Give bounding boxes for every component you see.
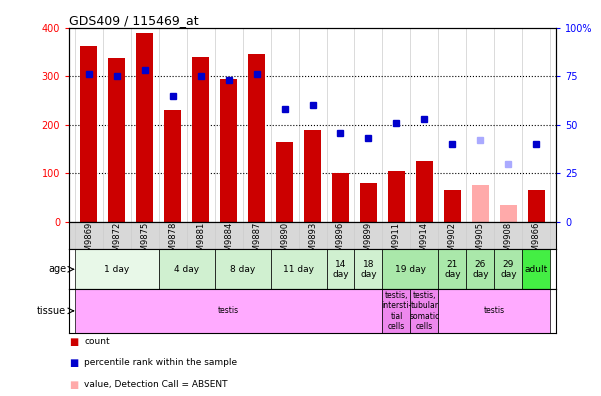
Text: value, Detection Call = ABSENT: value, Detection Call = ABSENT (84, 380, 228, 389)
FancyBboxPatch shape (522, 249, 551, 289)
Text: 8 day: 8 day (230, 265, 255, 274)
Text: age: age (48, 264, 66, 274)
Bar (360, 183, 377, 222)
Bar (192, 57, 209, 222)
Text: GSM9881: GSM9881 (196, 222, 205, 262)
Bar (220, 79, 237, 222)
Bar (332, 173, 349, 222)
Text: 19 day: 19 day (395, 265, 426, 274)
Text: testis,
tubular
somatic
cells: testis, tubular somatic cells (409, 291, 439, 331)
Text: testis,
intersti-
tial
cells: testis, intersti- tial cells (381, 291, 412, 331)
FancyBboxPatch shape (438, 249, 466, 289)
Text: GSM9869: GSM9869 (84, 222, 93, 262)
Text: GSM9875: GSM9875 (140, 222, 149, 262)
Text: 26
day: 26 day (472, 260, 489, 279)
FancyBboxPatch shape (466, 249, 495, 289)
Bar (164, 110, 181, 222)
Text: ■: ■ (69, 337, 78, 346)
Text: GSM9890: GSM9890 (280, 222, 289, 262)
FancyBboxPatch shape (75, 249, 159, 289)
Text: GSM9866: GSM9866 (532, 222, 541, 262)
Text: GSM9899: GSM9899 (364, 222, 373, 262)
Text: 29
day: 29 day (500, 260, 517, 279)
Bar (500, 205, 517, 222)
Bar (528, 190, 545, 222)
FancyBboxPatch shape (75, 289, 382, 333)
Text: GDS409 / 115469_at: GDS409 / 115469_at (69, 13, 199, 27)
Bar (304, 129, 321, 222)
Bar (472, 185, 489, 222)
FancyBboxPatch shape (438, 289, 551, 333)
Bar (276, 142, 293, 222)
FancyBboxPatch shape (410, 289, 438, 333)
Text: GSM9905: GSM9905 (476, 222, 485, 262)
Text: ■: ■ (69, 380, 78, 390)
Text: 4 day: 4 day (174, 265, 199, 274)
FancyBboxPatch shape (270, 249, 326, 289)
FancyBboxPatch shape (326, 249, 355, 289)
Text: GSM9878: GSM9878 (168, 222, 177, 262)
Text: 18
day: 18 day (360, 260, 377, 279)
Text: testis: testis (484, 307, 505, 315)
FancyBboxPatch shape (355, 249, 382, 289)
Text: GSM9893: GSM9893 (308, 222, 317, 262)
Text: percentile rank within the sample: percentile rank within the sample (84, 358, 237, 367)
Text: GSM9884: GSM9884 (224, 222, 233, 262)
Text: 1 day: 1 day (104, 265, 129, 274)
Text: tissue: tissue (37, 306, 66, 316)
Text: count: count (84, 337, 110, 346)
Bar (248, 54, 265, 222)
Text: GSM9872: GSM9872 (112, 222, 121, 262)
Text: GSM9887: GSM9887 (252, 222, 261, 262)
Text: testis: testis (218, 307, 239, 315)
Text: GSM9908: GSM9908 (504, 222, 513, 262)
FancyBboxPatch shape (495, 249, 522, 289)
FancyBboxPatch shape (159, 249, 215, 289)
Bar (416, 161, 433, 222)
Text: GSM9911: GSM9911 (392, 222, 401, 262)
FancyBboxPatch shape (382, 289, 410, 333)
Text: GSM9902: GSM9902 (448, 222, 457, 262)
Text: GSM9914: GSM9914 (420, 222, 429, 262)
Text: ■: ■ (69, 358, 78, 368)
Bar (81, 46, 97, 222)
Text: 14
day: 14 day (332, 260, 349, 279)
FancyBboxPatch shape (215, 249, 270, 289)
Text: 21
day: 21 day (444, 260, 461, 279)
Bar (136, 32, 153, 222)
Bar (108, 58, 125, 222)
Text: GSM9896: GSM9896 (336, 222, 345, 262)
FancyBboxPatch shape (382, 249, 438, 289)
Bar (388, 171, 405, 222)
Bar (444, 190, 461, 222)
Text: adult: adult (525, 265, 548, 274)
Text: 11 day: 11 day (283, 265, 314, 274)
